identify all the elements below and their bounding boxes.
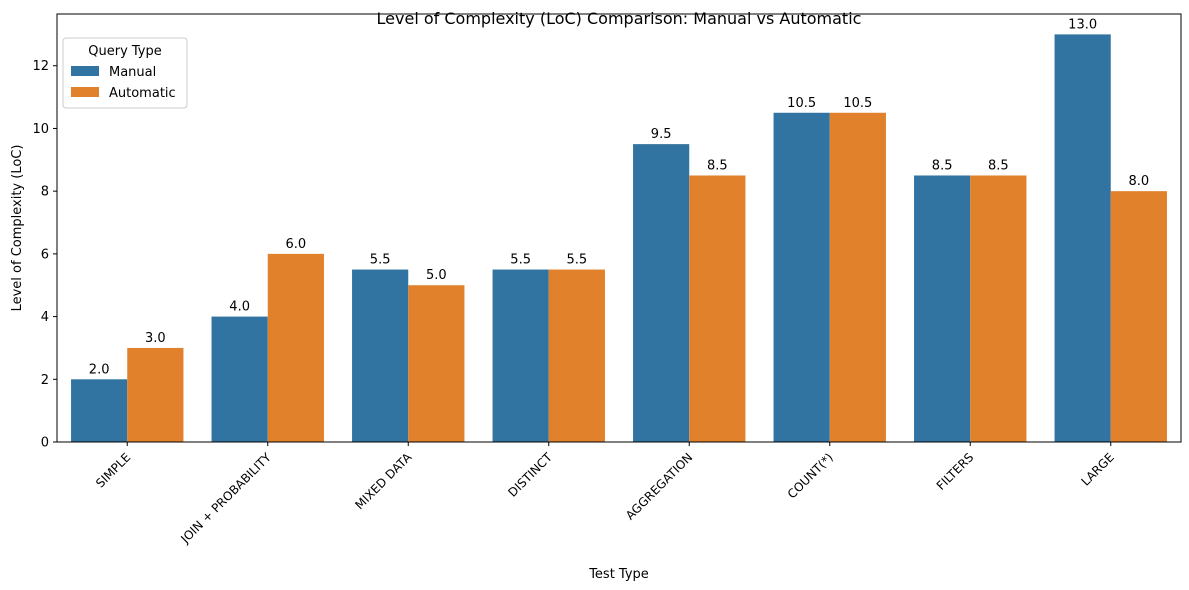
bar-automatic-mixed-data	[408, 285, 465, 442]
legend-label-manual: Manual	[109, 65, 156, 80]
value-label-manual-distinct: 5.5	[510, 253, 531, 268]
x-axis-label: Test Type	[588, 567, 649, 582]
bar-automatic-join-probability	[267, 253, 324, 442]
bar-automatic-filters	[970, 175, 1027, 442]
legend-swatch-manual	[71, 66, 99, 76]
bar-automatic-distinct	[548, 269, 605, 442]
value-label-automatic-distinct: 5.5	[567, 253, 588, 268]
x-axis: SIMPLE JOIN + PROBABILITY MIXED DATA DISTIN…	[93, 442, 1117, 547]
y-tick-label-2: 2	[41, 373, 49, 388]
value-label-manual-simple: 2.0	[89, 362, 110, 377]
bar-manual-aggregation	[633, 144, 690, 442]
bar-manual-join-probability	[211, 316, 268, 442]
value-label-manual-join-probability: 4.0	[229, 300, 250, 315]
y-tick-label-8: 8	[41, 185, 49, 200]
value-label-manual-mixed-data: 5.5	[370, 253, 391, 268]
y-axis: 0 2 4 6 8 10 12	[32, 59, 57, 451]
bar-automatic-simple	[127, 347, 184, 442]
bar-manual-large	[1054, 34, 1111, 442]
bar-manual-count	[773, 112, 830, 443]
bar-manual-filters	[914, 175, 971, 442]
x-tick-label-join-probability: JOIN + PROBABILITY	[177, 450, 274, 547]
x-tick-label-simple: SIMPLE	[93, 450, 133, 490]
value-label-automatic-simple: 3.0	[145, 331, 166, 346]
value-label-manual-aggregation: 9.5	[651, 127, 672, 142]
bar-manual-mixed-data	[352, 269, 409, 442]
y-tick-label-10: 10	[32, 122, 49, 137]
value-label-manual-filters: 8.5	[932, 158, 953, 173]
value-labels-group: 2.0 3.0 4.0 6.0 5.5 5.0 5.5 5.5 9.5 8.5 10.5 10.5 8.…	[89, 17, 1149, 377]
bar-manual-distinct	[492, 269, 549, 442]
value-label-manual-count: 10.5	[787, 96, 816, 111]
x-tick-label-filters: FILTERS	[934, 450, 977, 493]
bar-automatic-aggregation	[689, 175, 746, 442]
x-tick-label-distinct: DISTINCT	[505, 450, 555, 500]
value-label-automatic-join-probability: 6.0	[286, 237, 307, 252]
value-label-automatic-count: 10.5	[843, 96, 872, 111]
legend: Query Type Manual Automatic	[62, 37, 188, 109]
y-axis-label: Level of Complexity (LoC)	[10, 145, 25, 312]
x-tick-label-large: LARGE	[1078, 450, 1116, 488]
bar-automatic-large	[1110, 191, 1167, 442]
plot-frame	[56, 13, 1182, 443]
value-label-automatic-aggregation: 8.5	[707, 158, 728, 173]
y-tick-label-12: 12	[32, 59, 49, 74]
legend-swatch-automatic	[71, 87, 99, 97]
y-tick-label-6: 6	[41, 247, 49, 262]
chart-title: Level of Complexity (LoC) Comparison: Ma…	[377, 9, 862, 28]
value-label-manual-large: 13.0	[1068, 17, 1097, 32]
value-label-automatic-mixed-data: 5.0	[426, 268, 447, 283]
legend-label-automatic: Automatic	[109, 86, 176, 101]
x-tick-label-mixed-data: MIXED DATA	[352, 450, 415, 513]
x-tick-label-count: COUNT(*)	[785, 450, 836, 501]
bar-automatic-count	[829, 112, 886, 443]
x-tick-label-aggregation: AGGREGATION	[623, 450, 695, 522]
value-label-automatic-filters: 8.5	[988, 158, 1009, 173]
bars-group	[71, 34, 1167, 443]
bar-manual-simple	[71, 379, 128, 442]
y-tick-label-0: 0	[41, 436, 49, 451]
value-label-automatic-large: 8.0	[1129, 174, 1150, 189]
y-tick-label-4: 4	[41, 310, 49, 325]
legend-title: Query Type	[88, 44, 162, 59]
